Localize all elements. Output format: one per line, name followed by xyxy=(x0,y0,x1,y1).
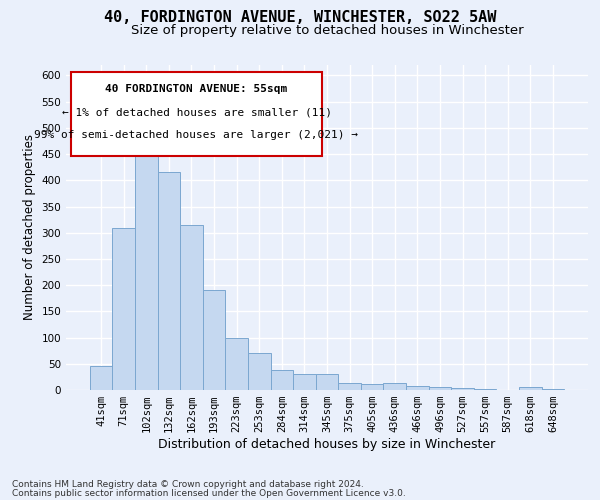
Bar xyxy=(158,172,180,390)
Bar xyxy=(203,290,226,390)
Bar xyxy=(135,138,158,390)
FancyBboxPatch shape xyxy=(71,72,322,156)
Bar xyxy=(519,388,542,390)
X-axis label: Distribution of detached houses by size in Winchester: Distribution of detached houses by size … xyxy=(158,438,496,451)
Bar xyxy=(338,383,361,390)
Bar xyxy=(180,225,203,390)
Bar xyxy=(474,389,496,390)
Text: 40 FORDINGTON AVENUE: 55sqm: 40 FORDINGTON AVENUE: 55sqm xyxy=(106,84,287,94)
Bar xyxy=(383,383,406,390)
Y-axis label: Number of detached properties: Number of detached properties xyxy=(23,134,36,320)
Bar xyxy=(428,388,451,390)
Bar xyxy=(112,228,135,390)
Bar xyxy=(293,374,316,390)
Bar xyxy=(361,384,383,390)
Bar xyxy=(542,389,564,390)
Text: Contains public sector information licensed under the Open Government Licence v3: Contains public sector information licen… xyxy=(12,488,406,498)
Text: 40, FORDINGTON AVENUE, WINCHESTER, SO22 5AW: 40, FORDINGTON AVENUE, WINCHESTER, SO22 … xyxy=(104,10,496,25)
Bar xyxy=(406,386,428,390)
Text: 99% of semi-detached houses are larger (2,021) →: 99% of semi-detached houses are larger (… xyxy=(35,130,359,140)
Bar xyxy=(316,374,338,390)
Bar xyxy=(90,366,112,390)
Bar xyxy=(271,370,293,390)
Bar xyxy=(451,388,474,390)
Bar xyxy=(248,354,271,390)
Title: Size of property relative to detached houses in Winchester: Size of property relative to detached ho… xyxy=(131,24,523,38)
Text: ← 1% of detached houses are smaller (11): ← 1% of detached houses are smaller (11) xyxy=(62,108,331,117)
Text: Contains HM Land Registry data © Crown copyright and database right 2024.: Contains HM Land Registry data © Crown c… xyxy=(12,480,364,489)
Bar xyxy=(226,338,248,390)
